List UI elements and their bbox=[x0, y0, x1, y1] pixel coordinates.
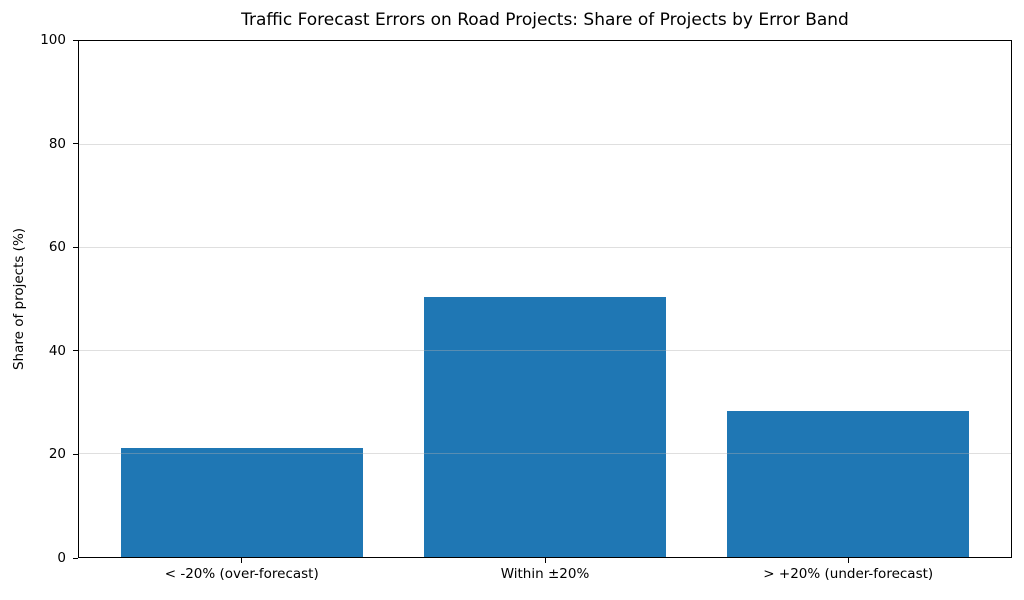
y-tick-label-60: 60 bbox=[48, 239, 66, 256]
bar-3 bbox=[726, 410, 969, 557]
y-tick-mark bbox=[73, 350, 78, 352]
y-tick-mark bbox=[73, 246, 78, 248]
plot-area bbox=[78, 40, 1012, 558]
y-tick-label-40: 40 bbox=[48, 342, 66, 359]
x-tick-label-1: < -20% (over-forecast) bbox=[164, 566, 319, 582]
bar-1 bbox=[121, 447, 364, 557]
x-tick-label-3: > +20% (under-forecast) bbox=[763, 566, 934, 582]
y-tick-mark bbox=[73, 143, 78, 145]
y-tick-label-80: 80 bbox=[48, 135, 66, 152]
x-tick-mark bbox=[847, 558, 849, 563]
x-tick-mark bbox=[544, 558, 546, 563]
bars-layer bbox=[79, 41, 1011, 557]
x-tick-label-2: Within ±20% bbox=[500, 566, 590, 582]
y-tick-label-20: 20 bbox=[48, 446, 66, 463]
bar-2 bbox=[423, 296, 667, 557]
y-tick-mark bbox=[73, 39, 78, 41]
y-tick-label-0: 0 bbox=[57, 550, 66, 566]
x-tick-mark bbox=[241, 558, 243, 563]
y-tick-mark bbox=[73, 453, 78, 455]
chart-title: Traffic Forecast Errors on Road Projects… bbox=[241, 10, 849, 30]
y-axis-title-box: Share of projects (%) bbox=[4, 40, 34, 558]
y-tick-mark bbox=[73, 557, 78, 559]
y-tick-label-100: 100 bbox=[40, 32, 66, 48]
